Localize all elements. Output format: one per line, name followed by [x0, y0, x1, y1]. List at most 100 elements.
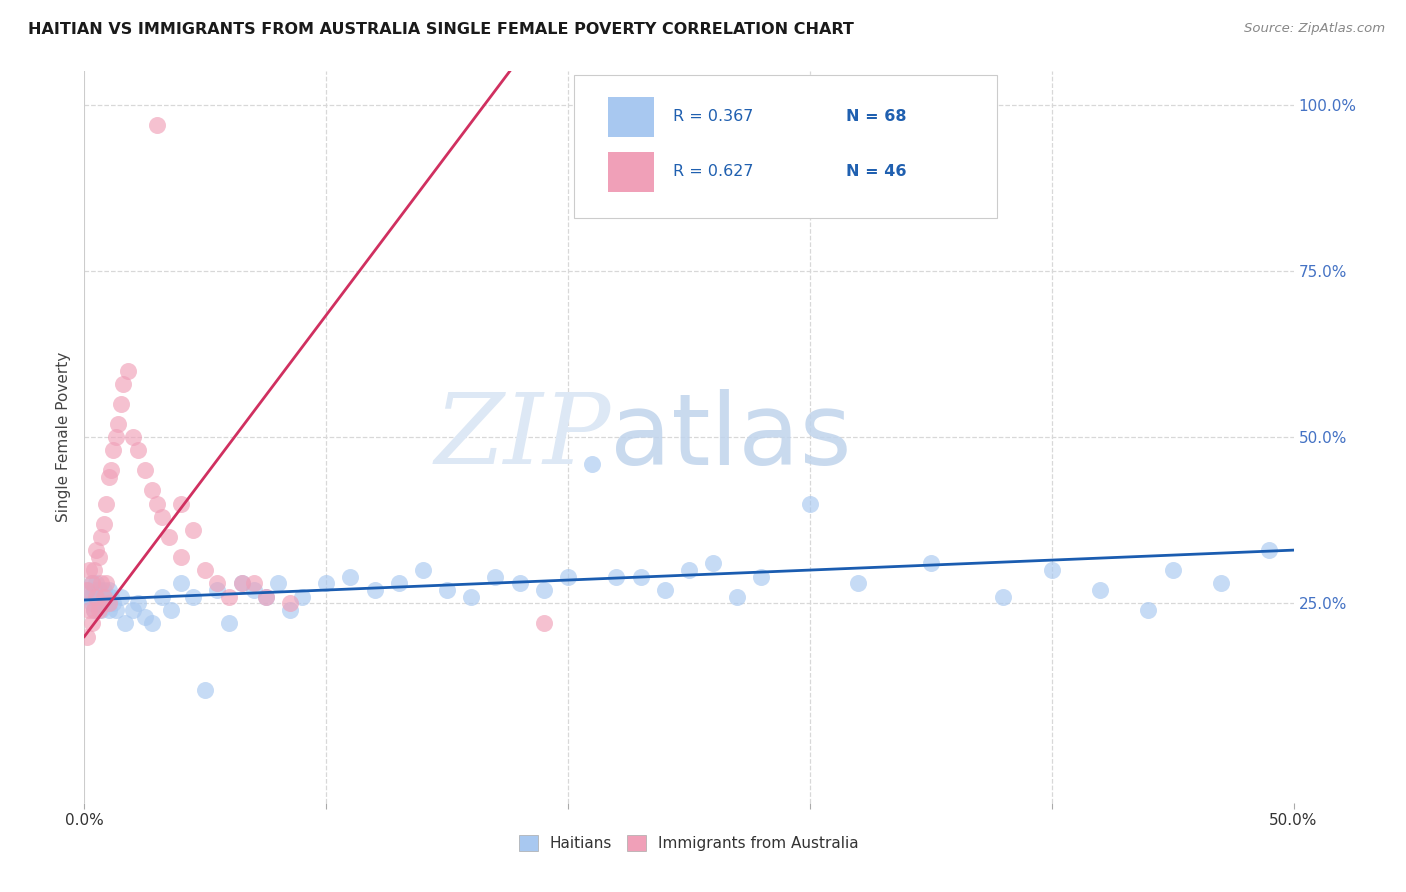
Point: [80, 576, 103, 591]
Point: [76, 630, 98, 644]
Point: [107, 417, 129, 431]
Legend: Haitians, Immigrants from Australia: Haitians, Immigrants from Australia: [513, 830, 865, 857]
Point: [278, 603, 301, 617]
Point: [1161, 563, 1184, 577]
Point: [94, 590, 117, 604]
Point: [83, 603, 105, 617]
Point: [170, 497, 193, 511]
Point: [363, 582, 385, 597]
Point: [702, 557, 724, 571]
Point: [76, 582, 98, 597]
Point: [117, 363, 139, 377]
Text: atlas: atlas: [610, 389, 852, 485]
Point: [103, 596, 125, 610]
Point: [86, 576, 108, 591]
Point: [218, 590, 240, 604]
Point: [86, 590, 108, 604]
Point: [242, 576, 264, 591]
Point: [1088, 582, 1111, 597]
Point: [242, 582, 264, 597]
Point: [93, 516, 115, 531]
Point: [1040, 563, 1063, 577]
Point: [141, 483, 163, 498]
Point: [412, 563, 434, 577]
Point: [799, 497, 821, 511]
Point: [533, 582, 555, 597]
Point: [76, 582, 98, 597]
Point: [87, 582, 110, 597]
Point: [557, 570, 579, 584]
Point: [110, 397, 132, 411]
Point: [93, 582, 115, 597]
FancyBboxPatch shape: [607, 97, 654, 137]
Point: [846, 576, 869, 591]
Point: [80, 576, 103, 591]
Point: [86, 590, 108, 604]
Point: [170, 576, 193, 591]
Point: [509, 576, 531, 591]
Point: [87, 596, 110, 610]
Point: [1137, 603, 1160, 617]
Point: [104, 430, 127, 444]
Y-axis label: Single Female Poverty: Single Female Poverty: [56, 352, 72, 522]
Point: [80, 616, 103, 631]
Point: [104, 603, 127, 617]
Point: [654, 582, 676, 597]
Text: HAITIAN VS IMMIGRANTS FROM AUSTRALIA SINGLE FEMALE POVERTY CORRELATION CHART: HAITIAN VS IMMIGRANTS FROM AUSTRALIA SIN…: [28, 22, 853, 37]
Point: [77, 603, 100, 617]
Point: [94, 497, 117, 511]
Point: [436, 582, 458, 597]
Point: [97, 603, 120, 617]
Point: [83, 582, 105, 597]
Point: [93, 590, 115, 604]
Point: [581, 457, 603, 471]
Point: [1209, 576, 1232, 591]
Point: [1258, 543, 1281, 558]
Point: [94, 576, 117, 591]
Point: [100, 463, 122, 477]
FancyBboxPatch shape: [574, 75, 997, 218]
Point: [181, 523, 204, 537]
Point: [339, 570, 361, 584]
Point: [146, 497, 169, 511]
Point: [127, 596, 149, 610]
Point: [77, 563, 100, 577]
Point: [194, 563, 217, 577]
Point: [157, 530, 180, 544]
Point: [218, 616, 240, 631]
Point: [533, 616, 555, 631]
Point: [141, 616, 163, 631]
Point: [97, 470, 120, 484]
Text: N = 68: N = 68: [846, 109, 907, 124]
Point: [86, 543, 108, 558]
Point: [170, 549, 193, 564]
Point: [103, 443, 125, 458]
Point: [460, 590, 482, 604]
Point: [150, 590, 173, 604]
Point: [291, 590, 314, 604]
Point: [112, 376, 135, 391]
Point: [207, 576, 229, 591]
Point: [97, 582, 120, 597]
Point: [160, 603, 183, 617]
Point: [231, 576, 253, 591]
Point: [181, 590, 204, 604]
Point: [751, 570, 773, 584]
Point: [90, 590, 112, 604]
Point: [678, 563, 700, 577]
Point: [993, 590, 1015, 604]
Point: [254, 590, 277, 604]
Point: [90, 603, 112, 617]
Point: [254, 590, 277, 604]
Text: Source: ZipAtlas.com: Source: ZipAtlas.com: [1244, 22, 1385, 36]
Point: [484, 570, 506, 584]
Point: [121, 603, 143, 617]
FancyBboxPatch shape: [607, 152, 654, 192]
Point: [278, 596, 301, 610]
Point: [110, 590, 132, 604]
Text: ZIP: ZIP: [434, 390, 610, 484]
Point: [150, 509, 173, 524]
Point: [114, 616, 136, 631]
Point: [134, 609, 156, 624]
Point: [83, 563, 105, 577]
